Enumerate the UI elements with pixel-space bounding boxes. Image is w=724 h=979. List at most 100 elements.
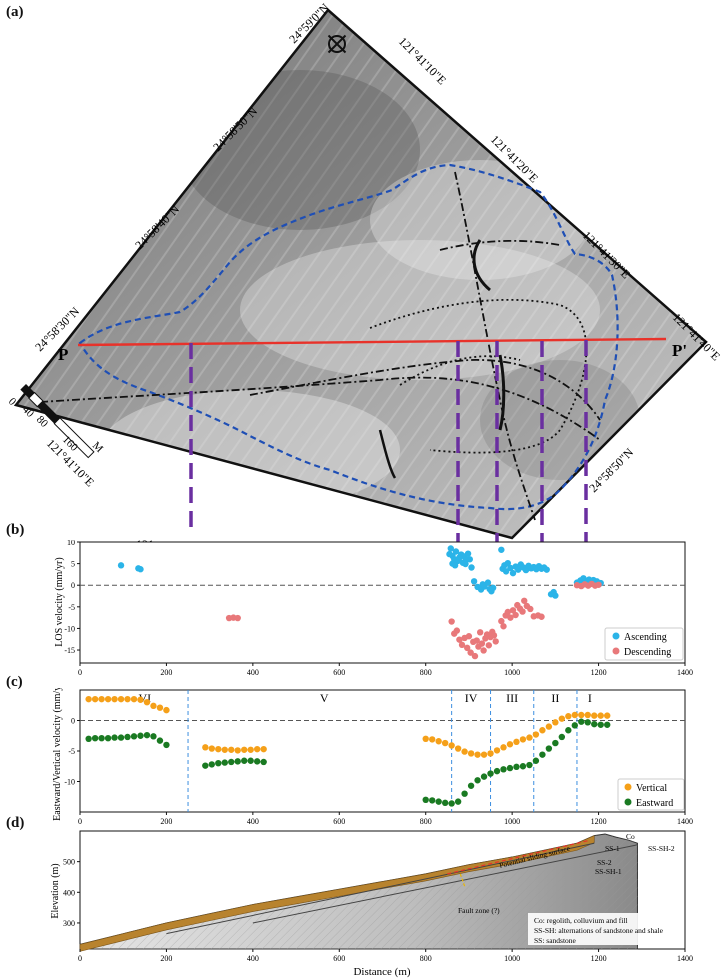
data-point-descending bbox=[504, 608, 512, 616]
x-tick-label: 800 bbox=[420, 668, 432, 677]
y-axis-label: Eastward/Vertical velocity (mm/yr) bbox=[52, 688, 63, 821]
x-tick-label: 200 bbox=[160, 668, 172, 677]
data-point-descending bbox=[490, 632, 498, 639]
data-point-descending bbox=[498, 617, 505, 625]
fault-zone-line bbox=[459, 873, 466, 887]
data-point-vertical bbox=[493, 747, 501, 754]
legend-label-ascending: Ascending bbox=[624, 632, 667, 643]
data-point-eastward bbox=[500, 766, 507, 773]
data-point-eastward bbox=[247, 757, 254, 764]
data-point-descending bbox=[512, 611, 519, 619]
data-point-eastward bbox=[143, 731, 151, 739]
data-point-eastward bbox=[253, 758, 261, 765]
legend-line-ss: SS: sandstone bbox=[534, 936, 577, 945]
data-point-descending bbox=[492, 638, 499, 645]
chart-los-velocity: LOS velocity (mm/yr) 0 200 400 600 800 1000 12… bbox=[54, 540, 693, 677]
profile-end-label: P' bbox=[672, 341, 687, 360]
data-point-vertical bbox=[565, 713, 572, 720]
label-ssh2: SS-SH-2 bbox=[648, 844, 675, 853]
data-point-eastward bbox=[565, 727, 572, 734]
label-ss2: SS-2 bbox=[597, 858, 612, 867]
data-point-vertical bbox=[539, 727, 546, 734]
layer-boundary bbox=[252, 844, 638, 924]
legend-line-co: Co: regolith, colluvium and fill bbox=[534, 916, 628, 925]
data-point-eastward bbox=[545, 745, 553, 752]
data-point-vertical bbox=[474, 751, 481, 758]
data-point-ascending bbox=[451, 562, 459, 569]
data-point-vertical bbox=[247, 746, 254, 753]
data-point-ascending bbox=[484, 579, 492, 586]
data-point-eastward bbox=[156, 737, 164, 744]
data-point-eastward bbox=[215, 760, 222, 767]
x-tick-label: 1200 bbox=[591, 668, 607, 677]
zone-label: IV bbox=[465, 691, 478, 705]
data-point-vertical bbox=[234, 747, 241, 754]
structure-lines bbox=[39, 171, 601, 521]
legend: Vertical Eastward bbox=[617, 778, 685, 811]
data-point-descending bbox=[507, 614, 514, 621]
data-point-descending bbox=[595, 581, 602, 588]
label-ssh1: SS-SH-1 bbox=[595, 867, 622, 876]
data-point-vertical bbox=[117, 695, 125, 703]
data-point-descending bbox=[527, 605, 534, 613]
x-tick-label: 400 bbox=[247, 668, 259, 677]
colluvium-layer bbox=[79, 835, 595, 952]
data-point-eastward bbox=[493, 767, 501, 775]
data-point-vertical bbox=[591, 712, 598, 719]
label-co: Co bbox=[626, 832, 635, 841]
data-point-descending bbox=[478, 640, 486, 647]
y-tick-label: -5 bbox=[68, 747, 75, 756]
geology-legend: Co: regolith, colluvium and fill SS-SH: … bbox=[528, 913, 680, 945]
data-point-vertical bbox=[156, 704, 164, 711]
legend: Ascending Descending bbox=[604, 627, 684, 661]
panel-a-map: P P' 24°59'0"N 24°58'50"N 24°58'40"N 24°… bbox=[6, 0, 723, 548]
profile-start-label: P bbox=[58, 345, 68, 364]
data-point-ascending bbox=[470, 578, 478, 585]
data-point-vertical bbox=[163, 706, 170, 714]
data-point-vertical bbox=[584, 711, 591, 719]
chart-eastward-vertical: Eastward/Vertical velocity (mm/yr) 0 200 4… bbox=[52, 688, 693, 826]
data-point-ascending bbox=[458, 552, 466, 559]
data-point-ascending bbox=[552, 592, 559, 599]
data-point-eastward bbox=[117, 734, 125, 741]
data-point-vertical bbox=[91, 695, 99, 703]
data-point-eastward bbox=[241, 757, 248, 764]
sliding-surface-line bbox=[447, 839, 591, 875]
data-point-ascending bbox=[455, 556, 462, 564]
data-point-eastward bbox=[428, 797, 436, 804]
x-tick-label: 1000 bbox=[504, 954, 520, 963]
data-point-vertical bbox=[241, 746, 248, 753]
data-point-eastward bbox=[111, 734, 118, 741]
data-point-eastward bbox=[202, 762, 209, 769]
data-point-ascending bbox=[452, 548, 460, 555]
legend-line-sssh: SS-SH: alternations of sandstone and sha… bbox=[534, 926, 664, 935]
zone-label: I bbox=[588, 691, 592, 705]
data-point-vertical bbox=[137, 696, 144, 703]
data-point-vertical bbox=[571, 711, 579, 719]
data-point-descending bbox=[521, 597, 528, 604]
x-tick-label: 200 bbox=[160, 817, 172, 826]
data-point-vertical bbox=[604, 712, 611, 719]
data-point-descending bbox=[448, 618, 455, 625]
data-point-vertical bbox=[221, 746, 228, 753]
data-point-vertical bbox=[506, 741, 514, 748]
legend-label-descending: Descending bbox=[624, 647, 671, 658]
data-point-eastward bbox=[467, 782, 475, 789]
label-fault-zone: Fault zone (?) bbox=[458, 906, 500, 915]
y-tick-label: -15 bbox=[64, 646, 75, 655]
data-point-vertical bbox=[253, 745, 261, 753]
x-tick-label: 1400 bbox=[677, 954, 693, 963]
panel-c-label: (c) bbox=[6, 674, 23, 690]
data-point-ascending bbox=[462, 560, 469, 568]
legend-label-eastward: Eastward bbox=[636, 798, 673, 809]
zone-label: V bbox=[320, 691, 329, 705]
data-point-descending bbox=[500, 623, 507, 630]
data-point-eastward bbox=[150, 733, 157, 740]
data-point-ascending bbox=[504, 559, 512, 567]
data-point-ascending bbox=[464, 550, 472, 557]
data-point-eastward bbox=[208, 761, 216, 768]
x-tick-label: 1200 bbox=[591, 817, 607, 826]
data-point-vertical bbox=[532, 731, 540, 738]
y-tick-label: 0 bbox=[71, 581, 75, 590]
data-point-vertical bbox=[428, 736, 436, 743]
